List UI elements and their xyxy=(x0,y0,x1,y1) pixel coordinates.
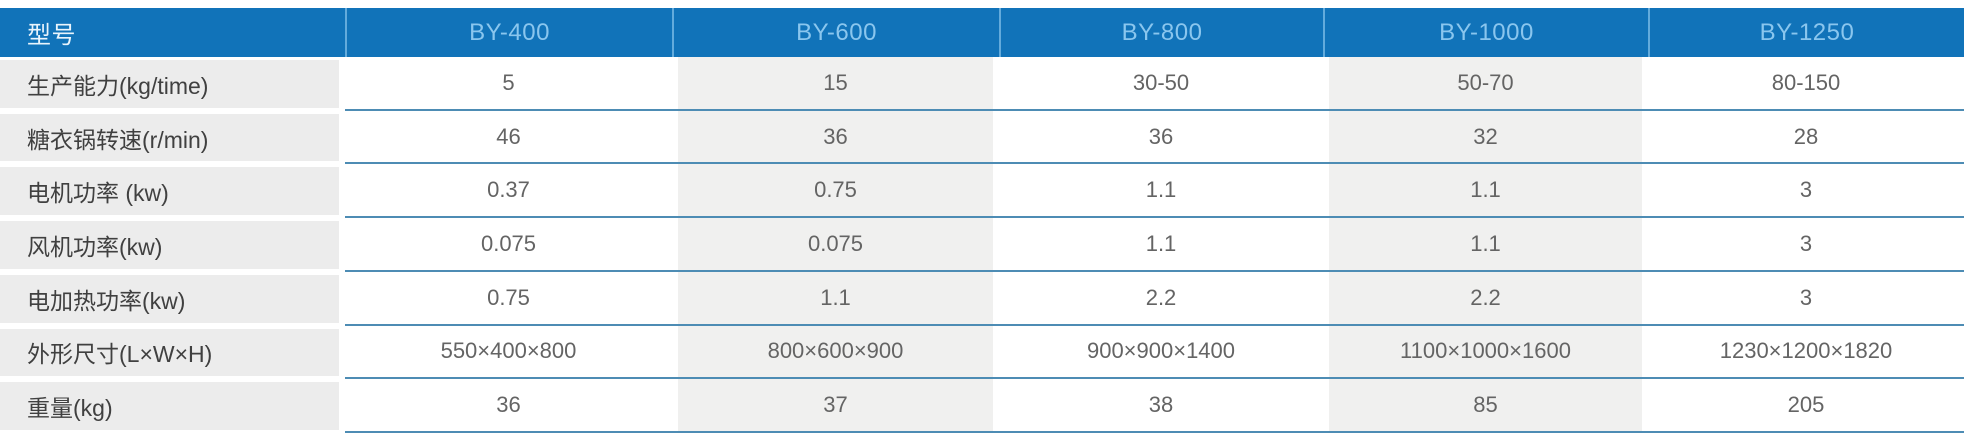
spec-cell: 36 xyxy=(999,110,1323,165)
spec-cell: 5 xyxy=(345,57,672,111)
spec-cell: 1230×1200×1820 xyxy=(1648,325,1964,380)
spec-cell: 46 xyxy=(345,110,672,165)
spec-cell: 28 xyxy=(1648,110,1964,165)
spec-cell: 3 xyxy=(1648,218,1964,272)
spec-cell: 900×900×1400 xyxy=(999,325,1323,380)
spec-cell: 205 xyxy=(1648,379,1964,433)
spec-cell: 3 xyxy=(1648,271,1964,326)
row-label-fan-power: 风机功率(kw) xyxy=(0,218,345,272)
row-label-weight: 重量(kg) xyxy=(0,379,345,433)
spec-cell: 36 xyxy=(672,110,999,165)
spec-cell: 550×400×800 xyxy=(345,325,672,380)
spec-cell: 0.75 xyxy=(672,164,999,219)
spec-cell: 15 xyxy=(672,57,999,111)
column-header-by-600: BY-600 xyxy=(672,8,999,57)
spec-cell: 1.1 xyxy=(1323,164,1648,219)
spec-cell: 0.075 xyxy=(672,218,999,272)
spec-cell: 1.1 xyxy=(1323,218,1648,272)
spec-cell: 1.1 xyxy=(999,218,1323,272)
spec-cell: 85 xyxy=(1323,379,1648,433)
spec-cell: 0.075 xyxy=(345,218,672,272)
spec-cell: 30-50 xyxy=(999,57,1323,111)
spec-cell: 2.2 xyxy=(999,271,1323,326)
spec-cell: 1.1 xyxy=(999,164,1323,219)
spec-table: 型号 BY-400 BY-600 BY-800 BY-1000 BY-1250 … xyxy=(0,8,1964,433)
spec-cell: 800×600×900 xyxy=(672,325,999,380)
spec-cell: 0.75 xyxy=(345,271,672,326)
row-label-production-capacity: 生产能力(kg/time) xyxy=(0,57,345,111)
spec-cell: 80-150 xyxy=(1648,57,1964,111)
column-header-by-800: BY-800 xyxy=(999,8,1323,57)
column-header-by-400: BY-400 xyxy=(345,8,672,57)
row-label-pan-speed: 糖衣锅转速(r/min) xyxy=(0,110,345,165)
spec-cell: 1.1 xyxy=(672,271,999,326)
spec-cell: 37 xyxy=(672,379,999,433)
spec-cell: 3 xyxy=(1648,164,1964,219)
corner-header-model: 型号 xyxy=(0,8,345,57)
spec-cell: 32 xyxy=(1323,110,1648,165)
row-label-heating-power: 电加热功率(kw) xyxy=(0,271,345,326)
row-label-dimensions: 外形尺寸(L×W×H) xyxy=(0,325,345,380)
column-header-by-1250: BY-1250 xyxy=(1648,8,1964,57)
column-header-by-1000: BY-1000 xyxy=(1323,8,1648,57)
spec-cell: 38 xyxy=(999,379,1323,433)
spec-cell: 1100×1000×1600 xyxy=(1323,325,1648,380)
spec-cell: 50-70 xyxy=(1323,57,1648,111)
spec-cell: 0.37 xyxy=(345,164,672,219)
spec-cell: 36 xyxy=(345,379,672,433)
spec-cell: 2.2 xyxy=(1323,271,1648,326)
row-label-motor-power: 电机功率 (kw) xyxy=(0,164,345,219)
